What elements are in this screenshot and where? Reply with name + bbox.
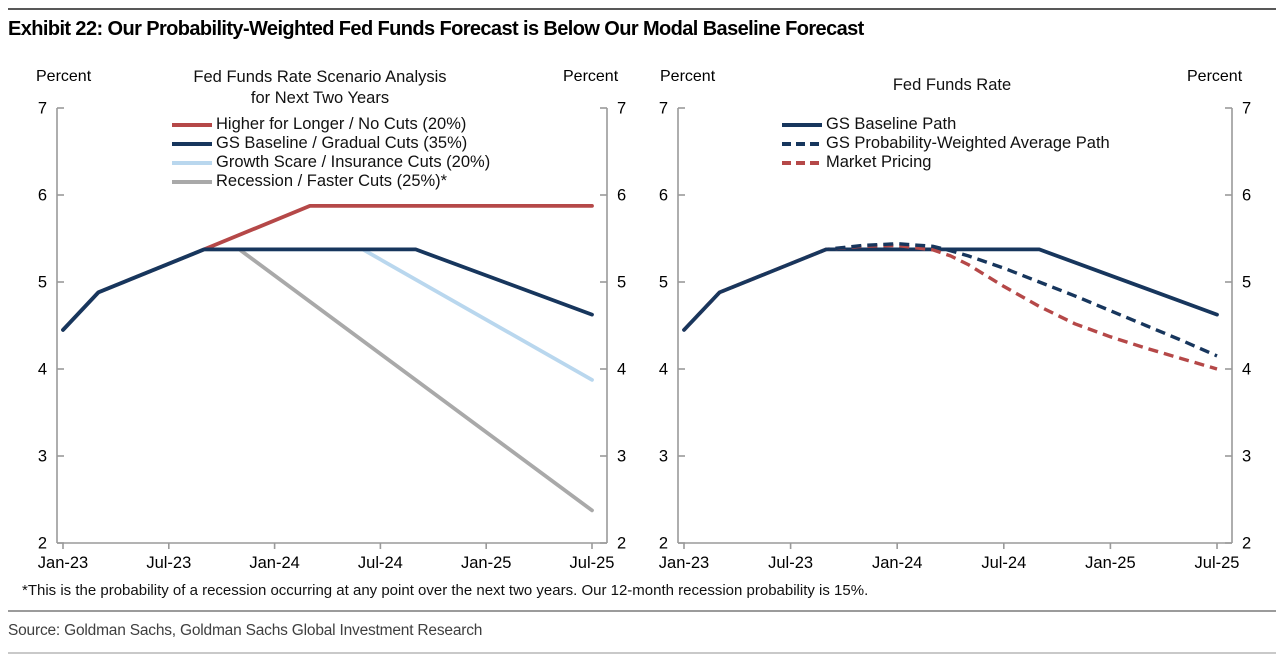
unit-label-left-chart-right: Percent [563, 68, 619, 85]
right-chart-legend: GS Baseline Path GS Probability-Weighted … [782, 115, 1110, 172]
top-divider [8, 8, 1276, 10]
y-tick-label: 7 [1242, 100, 1251, 118]
legend-swatch-solid-line [782, 122, 822, 127]
x-tick-label: Jul-25 [570, 554, 615, 572]
source-line: Source: Goldman Sachs, Goldman Sachs Glo… [8, 622, 483, 639]
y-tick-label: 7 [38, 100, 47, 118]
x-tick-label: Jul-23 [768, 554, 813, 572]
x-tick-label: Jul-24 [981, 554, 1026, 572]
x-tick-label: Jul-25 [1195, 554, 1240, 572]
y-tick-label: 5 [38, 274, 47, 292]
series-line-gs-probability-weighted-average-path [682, 241, 1218, 358]
y-tick-label: 3 [1242, 448, 1251, 466]
legend-item: Higher for Longer / No Cuts (20%) [172, 115, 490, 134]
legend-swatch-solid-line [172, 179, 212, 184]
x-tick-label: Jan-23 [659, 554, 709, 572]
left-chart-legend: Higher for Longer / No Cuts (20%) GS Base… [172, 115, 490, 191]
y-tick-label: 3 [659, 448, 668, 466]
x-tick-label: Jan-25 [1085, 554, 1135, 572]
y-tick-label: 7 [617, 100, 626, 118]
x-tick-label: Jan-24 [249, 554, 299, 572]
y-tick-label: 3 [617, 448, 626, 466]
legend-swatch-dashed-line [782, 141, 822, 146]
legend-swatch-solid-line [172, 122, 212, 127]
series-line-recession-faster-cuts-25 [61, 247, 594, 513]
legend-label: Higher for Longer / No Cuts (20%) [216, 115, 467, 133]
legend-item: GS Probability-Weighted Average Path [782, 134, 1110, 153]
legend-item: Recession / Faster Cuts (25%)* [172, 172, 490, 191]
y-tick-label: 2 [617, 535, 626, 553]
y-tick-label: 5 [617, 274, 626, 292]
y-tick-label: 4 [617, 361, 626, 379]
y-tick-label: 4 [1242, 361, 1251, 379]
y-tick-label: 5 [659, 274, 668, 292]
legend-label: Recession / Faster Cuts (25%)* [216, 172, 448, 190]
unit-label-left-chart-left: Percent [36, 68, 92, 85]
y-tick-label: 4 [38, 361, 47, 379]
y-tick-label: 3 [38, 448, 47, 466]
x-tick-label: Jul-23 [146, 554, 191, 572]
series-line-higher-for-longer-no-cuts-20 [61, 203, 594, 332]
exhibit-title: Exhibit 22: Our Probability-Weighted Fed… [8, 18, 864, 40]
legend-item: GS Baseline / Gradual Cuts (35%) [172, 134, 490, 153]
legend-label: GS Probability-Weighted Average Path [826, 134, 1110, 152]
legend-label: Market Pricing [826, 153, 932, 171]
y-tick-label: 5 [1242, 274, 1251, 292]
series-line-gs-baseline-gradual-cuts-35 [61, 247, 594, 332]
y-tick-label: 2 [659, 535, 668, 553]
y-tick-label: 2 [1242, 535, 1251, 553]
legend-item: GS Baseline Path [782, 115, 1110, 134]
footnote: *This is the probability of a recession … [22, 582, 869, 599]
legend-item: Growth Scare / Insurance Cuts (20%) [172, 153, 490, 172]
legend-swatch-dashed-line [782, 160, 822, 165]
y-tick-label: 6 [38, 187, 47, 205]
y-tick-label: 7 [659, 100, 668, 118]
legend-label: GS Baseline / Gradual Cuts (35%) [216, 134, 468, 152]
legend-item: Market Pricing [782, 153, 1110, 172]
legend-label: Growth Scare / Insurance Cuts (20%) [216, 153, 491, 171]
x-tick-label: Jan-23 [38, 554, 88, 572]
x-tick-label: Jan-25 [461, 554, 511, 572]
right-chart-title: Fed Funds Rate [892, 76, 1012, 94]
left-chart-title-line2: for Next Two Years [250, 89, 390, 107]
x-tick-label: Jul-24 [358, 554, 403, 572]
x-tick-label: Jan-24 [872, 554, 922, 572]
y-tick-label: 4 [659, 361, 668, 379]
legend-label: GS Baseline Path [826, 115, 957, 133]
mid-divider [8, 610, 1276, 612]
left-chart-title-line1: Fed Funds Rate Scenario Analysis [193, 68, 447, 86]
unit-label-right-chart-left: Percent [660, 68, 716, 85]
bottom-divider [8, 652, 1276, 654]
y-tick-label: 6 [617, 187, 626, 205]
series-line-gs-baseline-path [682, 247, 1219, 332]
series-line-market-pricing [682, 243, 1218, 371]
legend-swatch-solid-line [172, 141, 212, 146]
y-tick-label: 2 [38, 535, 47, 553]
y-tick-label: 6 [1242, 187, 1251, 205]
y-tick-label: 6 [659, 187, 668, 205]
unit-label-right-chart-right: Percent [1187, 68, 1243, 85]
legend-swatch-solid-line [172, 160, 212, 165]
